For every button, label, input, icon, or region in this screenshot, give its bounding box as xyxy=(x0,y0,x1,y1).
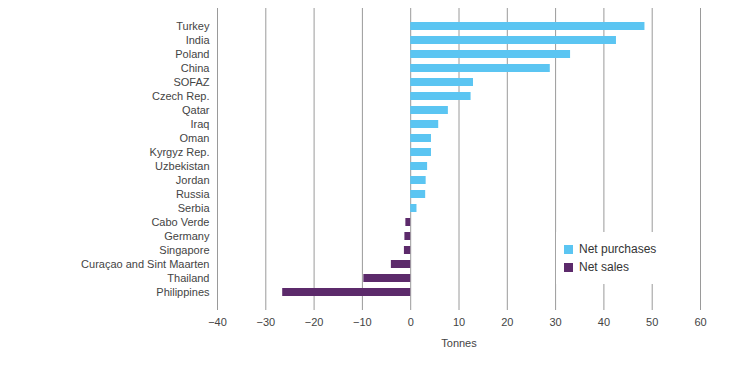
svg-text:Germany: Germany xyxy=(164,230,210,242)
svg-text:Serbia: Serbia xyxy=(178,202,211,214)
html-text:Net purchases: Net purchases xyxy=(579,242,657,256)
svg-text:−20: −20 xyxy=(305,316,324,328)
svg-text:Czech Rep.: Czech Rep. xyxy=(152,90,209,102)
svg-text:10: 10 xyxy=(453,316,465,328)
svg-text:50: 50 xyxy=(646,316,658,328)
svg-text:Kyrgyz Rep.: Kyrgyz Rep. xyxy=(150,146,210,158)
svg-text:Qatar: Qatar xyxy=(182,104,210,116)
svg-text:Cabo Verde: Cabo Verde xyxy=(151,216,209,228)
svg-text:−30: −30 xyxy=(256,316,275,328)
svg-text:Tonnes: Tonnes xyxy=(441,337,477,349)
svg-text:−40: −40 xyxy=(208,316,227,328)
svg-text:Russia: Russia xyxy=(176,188,211,200)
svg-text:20: 20 xyxy=(501,316,513,328)
svg-text:60: 60 xyxy=(694,316,706,328)
svg-text:Uzbekistan: Uzbekistan xyxy=(155,160,209,172)
svg-text:Philippines: Philippines xyxy=(156,286,210,298)
svg-text:Singapore: Singapore xyxy=(159,244,209,256)
svg-text:Turkey: Turkey xyxy=(176,20,210,32)
svg-text:40: 40 xyxy=(598,316,610,328)
svg-text:Curaçao and Sint Maarten: Curaçao and Sint Maarten xyxy=(81,258,209,270)
svg-text:0: 0 xyxy=(408,316,414,328)
svg-text:Jordan: Jordan xyxy=(176,174,210,186)
svg-text:Thailand: Thailand xyxy=(167,272,209,284)
svg-text:−10: −10 xyxy=(353,316,372,328)
svg-text:India: India xyxy=(186,34,211,46)
svg-text:30: 30 xyxy=(549,316,561,328)
svg-text:China: China xyxy=(181,62,211,74)
svg-text:Poland: Poland xyxy=(175,48,209,60)
html-text:Net sales: Net sales xyxy=(579,260,629,274)
svg-text:Iraq: Iraq xyxy=(191,118,210,130)
svg-text:Oman: Oman xyxy=(180,132,210,144)
svg-text:SOFAZ: SOFAZ xyxy=(173,76,209,88)
